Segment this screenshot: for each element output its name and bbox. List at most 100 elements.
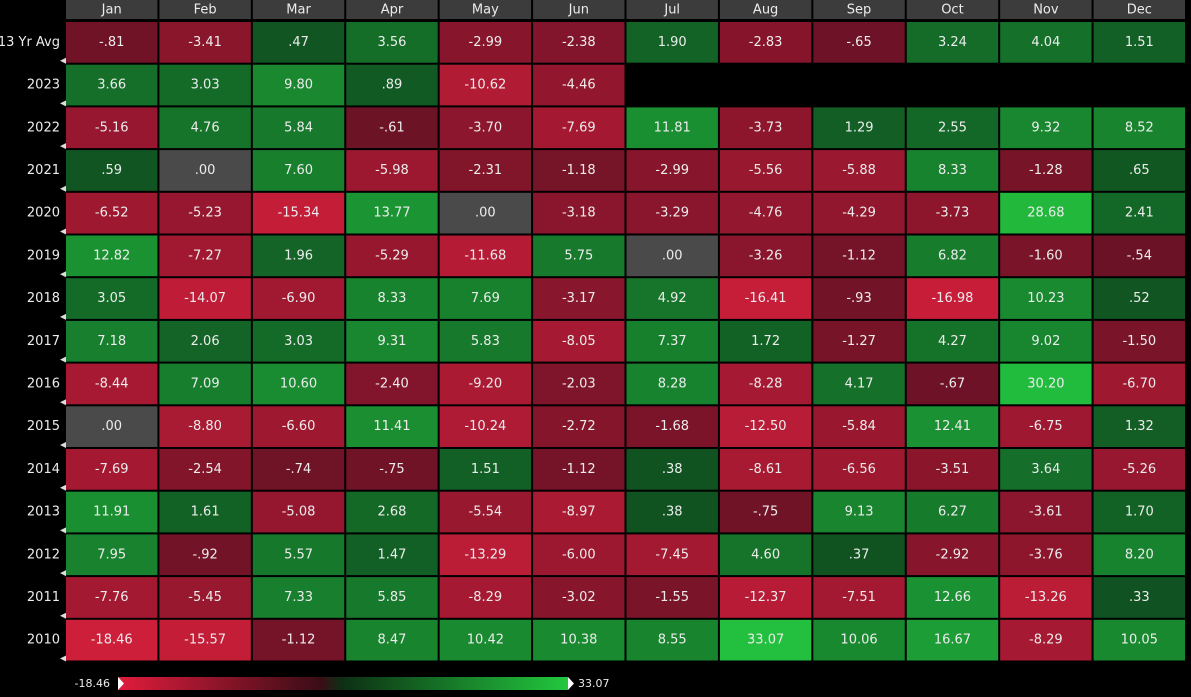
cell-label: -5.29 [375,248,409,263]
cell-label: -8.29 [1029,633,1063,648]
cell-label: -5.88 [842,163,876,178]
heat-cell [159,192,251,234]
cell-label: 4.27 [938,334,967,349]
row-marker [60,570,66,577]
cell-label: -15.57 [184,633,226,648]
cell-label: 11.41 [373,419,410,434]
cell-label: -1.28 [1029,163,1063,178]
cell-label: 33.07 [747,633,784,648]
heat-cell [813,363,905,405]
cell-label: .47 [288,35,309,50]
heat-cell [1000,491,1092,533]
heat-cell [906,534,999,576]
row-label: 2010 [27,633,60,648]
heat-cell [533,577,625,618]
heat-cell [533,235,625,277]
heat-cell [1093,406,1185,447]
heat-cell [252,449,345,490]
cell-label: -3.26 [749,248,783,263]
cell-label: -1.55 [655,590,689,605]
heat-cell [252,107,345,149]
cell-label: -2.38 [562,35,596,50]
heat-cell [1093,491,1185,533]
column-header-bg [533,0,625,19]
heat-cell [66,619,158,661]
cell-label: -12.37 [745,590,787,605]
row-marker [60,100,66,107]
cell-label: -3.41 [188,35,222,50]
heat-cell [719,577,812,618]
heat-cell [159,534,251,576]
heat-cell [1000,320,1092,362]
heat-cell [1093,235,1185,277]
heat-cell [439,235,532,277]
heat-cell [533,64,625,106]
cell-label: 11.91 [93,505,130,520]
cell-label: .00 [662,248,683,263]
heat-cell [1093,449,1185,490]
row-label: 2023 [27,78,60,93]
cell-label: 11.81 [654,120,691,135]
cell-label: -7.76 [95,590,129,605]
cell-label: -3.29 [655,206,689,221]
cell-label: -7.69 [95,462,129,477]
cell-label: 8.55 [658,633,687,648]
heat-cell [159,107,251,149]
heat-cell [159,320,251,362]
column-header: Apr [381,3,404,18]
heat-cell [346,107,438,149]
row-label: 2019 [27,248,60,263]
heat-cell [813,22,905,63]
heat-cell [719,320,812,362]
heat-cell [813,192,905,234]
cell-label: 3.66 [97,78,126,93]
cell-label: -.54 [1127,248,1152,263]
cell-label: 7.60 [284,163,313,178]
cell-label: -2.99 [655,163,689,178]
heat-cell [252,363,345,405]
heat-cell [719,192,812,234]
cell-label: -6.00 [562,547,596,562]
heat-cell [1093,278,1185,319]
cell-label: -8.28 [749,376,783,391]
cell-label: -13.26 [1025,590,1067,605]
cell-label: -16.98 [931,291,973,306]
heat-cell [439,491,532,533]
colorbar-min: -18.46 [75,677,110,690]
heat-cell [159,449,251,490]
cell-label: -4.29 [842,206,876,221]
heat-cell [626,577,718,618]
row-label: 2017 [27,334,60,349]
cell-label: -8.80 [188,419,222,434]
heat-cell [439,577,532,618]
cell-label: 5.83 [471,334,500,349]
cell-label: -15.34 [278,206,320,221]
cell-label: -6.90 [282,291,316,306]
heat-cell [813,107,905,149]
column-header-bg [1093,0,1185,19]
cell-label: -8.29 [469,590,503,605]
cell-label: -1.60 [1029,248,1063,263]
cell-label: -5.08 [282,505,316,520]
cell-label: 1.90 [658,35,687,50]
cell-label: 9.02 [1031,334,1060,349]
cell-label: -5.54 [469,505,503,520]
cell-label: .52 [1129,291,1150,306]
cell-label: 3.05 [97,291,126,306]
heat-cell [159,22,251,63]
cell-label: -6.75 [1029,419,1063,434]
heat-cell [1000,619,1092,661]
heat-cell [906,107,999,149]
heat-cell [533,619,625,661]
cell-label: -3.61 [1029,505,1063,520]
cell-label: -.92 [192,547,217,562]
cell-label: 16.67 [934,633,971,648]
cell-label: -6.52 [95,206,129,221]
heat-cell [346,192,438,234]
heat-cell [439,22,532,63]
cell-label: -12.50 [745,419,787,434]
heat-cell [813,491,905,533]
cell-label: -7.27 [188,248,222,263]
cell-label: .65 [1129,163,1150,178]
cell-label: -3.51 [936,462,970,477]
